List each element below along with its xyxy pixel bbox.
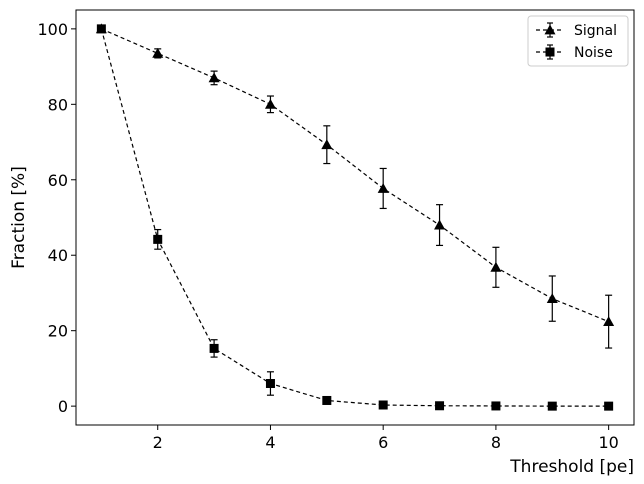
signal-point-3 <box>208 72 220 83</box>
plot-frame <box>75 9 635 426</box>
noise-point-9 <box>547 401 557 411</box>
signal-point-5 <box>321 139 333 150</box>
x-tick-label-10: 10 <box>598 433 618 452</box>
x-tick-label-2: 2 <box>153 433 163 452</box>
signal-point-10 <box>603 316 615 327</box>
noise-point-2 <box>153 234 163 244</box>
y-tick-label-20: 20 <box>48 322 68 341</box>
signal-point-9 <box>546 293 558 304</box>
signal-point-7 <box>434 219 446 230</box>
legend-label-signal: Signal <box>574 23 617 39</box>
noise-point-3 <box>209 343 219 353</box>
legend-label-noise: Noise <box>574 45 613 61</box>
legend-marker-noise <box>545 47 555 57</box>
noise-point-1 <box>96 24 106 34</box>
y-tick-label-40: 40 <box>48 246 68 265</box>
y-tick-label-60: 60 <box>48 171 68 190</box>
y-tick-label-80: 80 <box>48 95 68 114</box>
noise-point-10 <box>604 401 614 411</box>
signal-point-8 <box>490 261 502 272</box>
x-tick-label-8: 8 <box>491 433 501 452</box>
x-axis-label: Threshold [pe] <box>509 457 634 477</box>
y-tick-label-100: 100 <box>37 20 68 39</box>
noise-point-6 <box>378 400 388 410</box>
legend-marker-signal <box>544 24 556 35</box>
legend-entry-signal: Signal <box>536 22 617 39</box>
noise-point-7 <box>435 401 445 411</box>
plot-layer <box>95 23 615 411</box>
signal-point-4 <box>264 98 276 109</box>
legend-entry-noise: Noise <box>536 44 613 61</box>
legend: Signal Noise <box>527 15 629 67</box>
noise-point-8 <box>491 401 501 411</box>
noise-point-5 <box>322 395 332 405</box>
signal-line <box>101 28 609 323</box>
noise-point-4 <box>265 379 275 388</box>
signal-point-6 <box>377 182 389 193</box>
x-tick-label-4: 4 <box>265 433 275 452</box>
series-signal <box>95 23 615 349</box>
series-noise <box>96 24 614 411</box>
y-axis-label: Fraction [%] <box>9 166 29 269</box>
signal-point-2 <box>152 47 164 58</box>
x-tick-label-6: 6 <box>378 433 388 452</box>
y-tick-label-0: 0 <box>58 397 68 416</box>
